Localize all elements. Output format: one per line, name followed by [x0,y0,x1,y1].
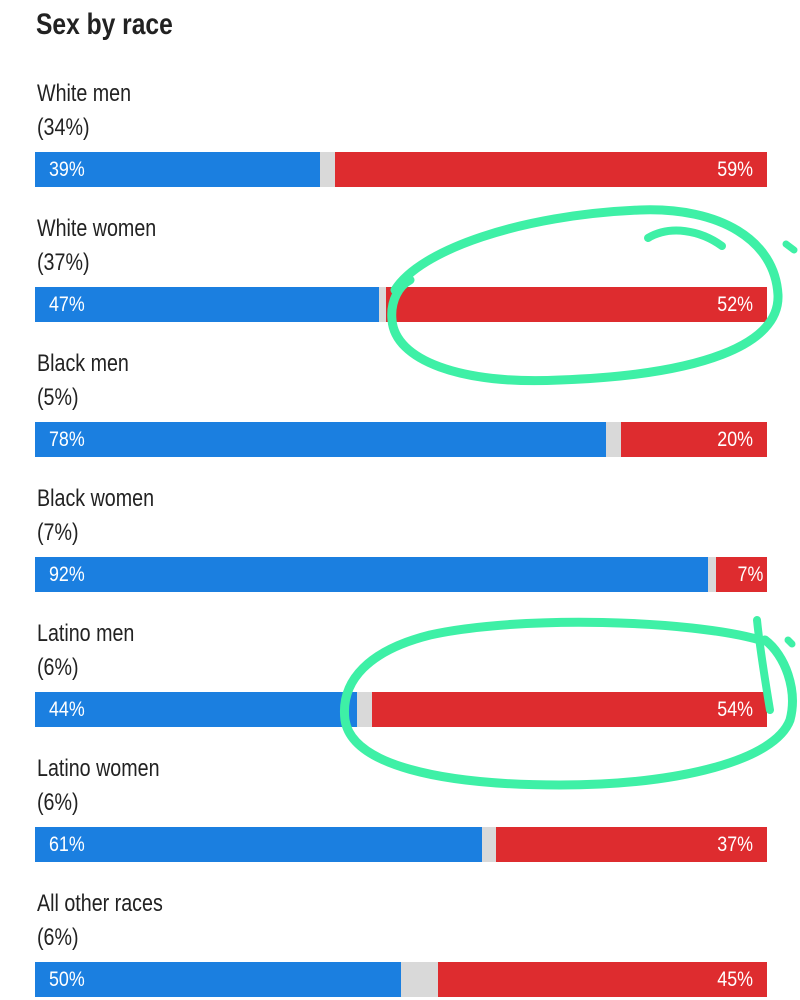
bar-left-value-label: 50% [49,968,85,991]
bar-right-segment [335,152,767,187]
bar-left-segment [35,962,401,997]
category-share: (6%) [37,924,79,951]
category-share: (6%) [37,789,79,816]
bar-right-segment [715,557,767,592]
category-label: Latino men [37,620,135,647]
bar-right-segment [371,692,767,727]
bar-left-value-label: 92% [49,563,85,586]
bar-left-segment [35,692,358,727]
category-label: All other races [37,890,163,917]
bar-right-value-label: 52% [717,293,753,316]
bar-right-value-label: 20% [717,428,753,451]
category-label: Black men [37,350,129,377]
bar-right-value-label: 59% [717,158,753,181]
bar-left-value-label: 39% [49,158,85,181]
bar-left-value-label: 61% [49,833,85,856]
bar-right-segment [496,827,767,862]
bar-left-segment [35,287,380,322]
bar-left-segment [35,152,321,187]
bar-right-value-label: 7% [737,563,763,586]
bar-right-segment [386,287,767,322]
bar-right-value-label: 37% [717,833,753,856]
bar-left-value-label: 44% [49,698,85,721]
bar-left-value-label: 78% [49,428,85,451]
bar-right-segment [620,422,767,457]
category-share: (37%) [37,249,90,276]
category-share: (5%) [37,384,79,411]
category-share: (34%) [37,114,90,141]
bar-right-value-label: 54% [717,698,753,721]
category-label: Black women [37,485,155,512]
bar-right-value-label: 45% [717,968,753,991]
bar-left-value-label: 47% [49,293,85,316]
category-share: (7%) [37,519,79,546]
category-share: (6%) [37,654,79,681]
bar-right-segment [437,962,767,997]
category-label: White men [37,80,132,107]
category-label: Latino women [37,755,160,782]
bar-left-segment [35,557,709,592]
category-label: White women [37,215,157,242]
chart-title: Sex by race [36,8,173,41]
bar-left-segment [35,422,606,457]
bar-left-segment [35,827,482,862]
